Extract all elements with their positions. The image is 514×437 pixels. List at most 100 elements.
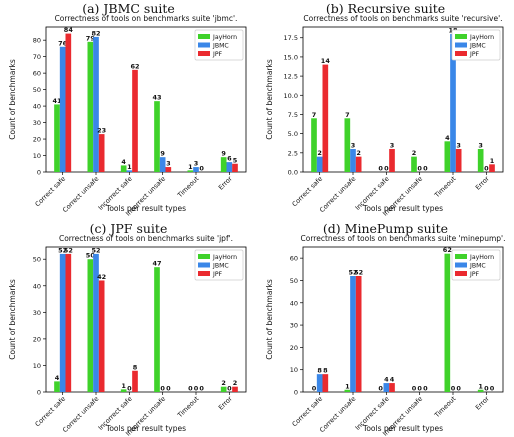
panel-b: (b) Recursive suite Correctness of tools… bbox=[257, 0, 514, 218]
data-label: 62 bbox=[443, 246, 452, 254]
panel-d: (d) MinePump suite Correctness of tools … bbox=[257, 220, 514, 437]
data-label: 43 bbox=[152, 94, 161, 102]
chart-title: Correctness of tools on benchmarks suite… bbox=[55, 14, 238, 23]
bar-jpf bbox=[389, 383, 395, 392]
panel-c: (c) JPF suite Correctness of tools on be… bbox=[0, 220, 257, 437]
legend-swatch-jpf bbox=[455, 51, 467, 56]
data-label: 41 bbox=[52, 97, 62, 105]
legend-label: JPF bbox=[212, 51, 223, 58]
bar-jayhorn bbox=[187, 170, 194, 172]
y-tick-label: 30 bbox=[33, 119, 41, 127]
bar-jbmc bbox=[159, 157, 166, 172]
data-label: 0 bbox=[484, 385, 489, 393]
y-tick-label: 50 bbox=[33, 256, 41, 264]
y-tick-label: 10.0 bbox=[284, 92, 298, 100]
bar-jpf bbox=[389, 148, 395, 172]
panel-caption: (d) MinePump suite bbox=[322, 221, 449, 236]
legend-swatch-jbmc bbox=[455, 42, 467, 48]
data-label: 62 bbox=[130, 62, 139, 70]
legend-label: JPF bbox=[469, 271, 480, 278]
data-label: 0 bbox=[484, 165, 489, 173]
bar-jayhorn bbox=[54, 381, 60, 392]
legend-label: JayHorn bbox=[469, 254, 494, 261]
data-label: 2 bbox=[412, 149, 417, 157]
x-tick-label: Error bbox=[217, 175, 234, 192]
legend-swatch-jpf bbox=[455, 271, 467, 276]
bar-jpf bbox=[165, 167, 172, 172]
data-label: 52 bbox=[348, 269, 357, 277]
bar-jbmc bbox=[193, 167, 199, 172]
data-label: 0 bbox=[456, 385, 461, 393]
legend-label: JBMC bbox=[212, 43, 229, 50]
legend-label: JBMC bbox=[212, 263, 229, 270]
y-axis-label: Count of benchmarks bbox=[8, 279, 17, 360]
bar-jayhorn bbox=[120, 389, 127, 392]
legend-swatch-jbmc bbox=[198, 42, 210, 48]
data-label: 0 bbox=[412, 385, 417, 393]
legend-swatch-jayhorn bbox=[198, 34, 210, 39]
y-tick-label: 0.0 bbox=[288, 169, 298, 177]
data-label: 82 bbox=[91, 29, 100, 37]
x-tick-label: Timeout bbox=[432, 174, 457, 199]
bar-jayhorn bbox=[344, 389, 351, 392]
data-label: 0 bbox=[199, 165, 204, 173]
data-label: 8 bbox=[133, 363, 138, 371]
chart-title: Correctness of tools on benchmarks suite… bbox=[59, 234, 233, 243]
data-label: 9 bbox=[221, 150, 226, 158]
legend-swatch-jayhorn bbox=[198, 254, 210, 259]
bar-jbmc bbox=[383, 383, 390, 392]
data-label: 0 bbox=[127, 385, 132, 393]
data-label: 4 bbox=[445, 134, 450, 142]
data-label: 0 bbox=[199, 385, 204, 393]
data-label: 1 bbox=[127, 163, 132, 171]
data-label: 0 bbox=[451, 385, 456, 393]
y-tick-label: 15.0 bbox=[284, 53, 298, 61]
y-tick-label: 0 bbox=[37, 169, 41, 177]
data-label: 47 bbox=[152, 260, 161, 268]
data-label: 14 bbox=[321, 57, 331, 65]
bar-jpf bbox=[132, 370, 138, 392]
y-tick-label: 80 bbox=[33, 37, 41, 45]
bar-jayhorn bbox=[154, 101, 160, 172]
bar-jpf bbox=[232, 386, 238, 392]
y-tick-label: 12.5 bbox=[284, 73, 298, 81]
chart-minepump: Correctness of tools on benchmarks suite… bbox=[265, 234, 505, 437]
bar-jbmc bbox=[450, 33, 456, 173]
y-tick-label: 40 bbox=[33, 103, 41, 111]
panel-caption: (c) JPF suite bbox=[89, 221, 168, 236]
data-label: 3 bbox=[194, 160, 199, 168]
plot-frame bbox=[45, 246, 247, 393]
data-label: 3 bbox=[456, 141, 461, 149]
data-label: 3 bbox=[390, 141, 395, 149]
y-tick-label: 10 bbox=[33, 362, 41, 370]
bar-jpf bbox=[322, 374, 329, 392]
legend-label: JayHorn bbox=[212, 254, 237, 261]
plot-frame bbox=[45, 26, 247, 173]
y-tick-label: 30 bbox=[290, 322, 298, 330]
y-tick-label: 30 bbox=[33, 309, 41, 317]
legend-label: JBMC bbox=[469, 43, 486, 50]
bar-jayhorn bbox=[311, 118, 317, 172]
data-label: 0 bbox=[490, 385, 495, 393]
y-tick-label: 50 bbox=[290, 277, 298, 285]
data-label: 8 bbox=[323, 367, 328, 375]
data-label: 52 bbox=[58, 246, 67, 254]
y-tick-label: 20 bbox=[290, 344, 298, 352]
x-tick-label: Error bbox=[217, 395, 234, 412]
x-tick-label: Timeout bbox=[175, 174, 200, 199]
bar-jbmc bbox=[93, 253, 99, 392]
y-tick-label: 10 bbox=[290, 366, 298, 374]
y-tick-label: 40 bbox=[33, 282, 41, 290]
data-label: 0 bbox=[378, 385, 383, 393]
bar-jayhorn bbox=[444, 253, 451, 392]
data-label: 0 bbox=[194, 385, 199, 393]
bar-jbmc bbox=[226, 162, 233, 172]
bar-jayhorn bbox=[220, 386, 227, 392]
bar-jbmc bbox=[350, 276, 356, 392]
bar-jayhorn bbox=[154, 267, 160, 392]
panel-a: (a) JBMC suite Correctness of tools on b… bbox=[0, 0, 257, 218]
data-label: 0 bbox=[312, 385, 317, 393]
bar-jbmc bbox=[350, 148, 356, 172]
y-tick-label: 10 bbox=[33, 152, 41, 160]
